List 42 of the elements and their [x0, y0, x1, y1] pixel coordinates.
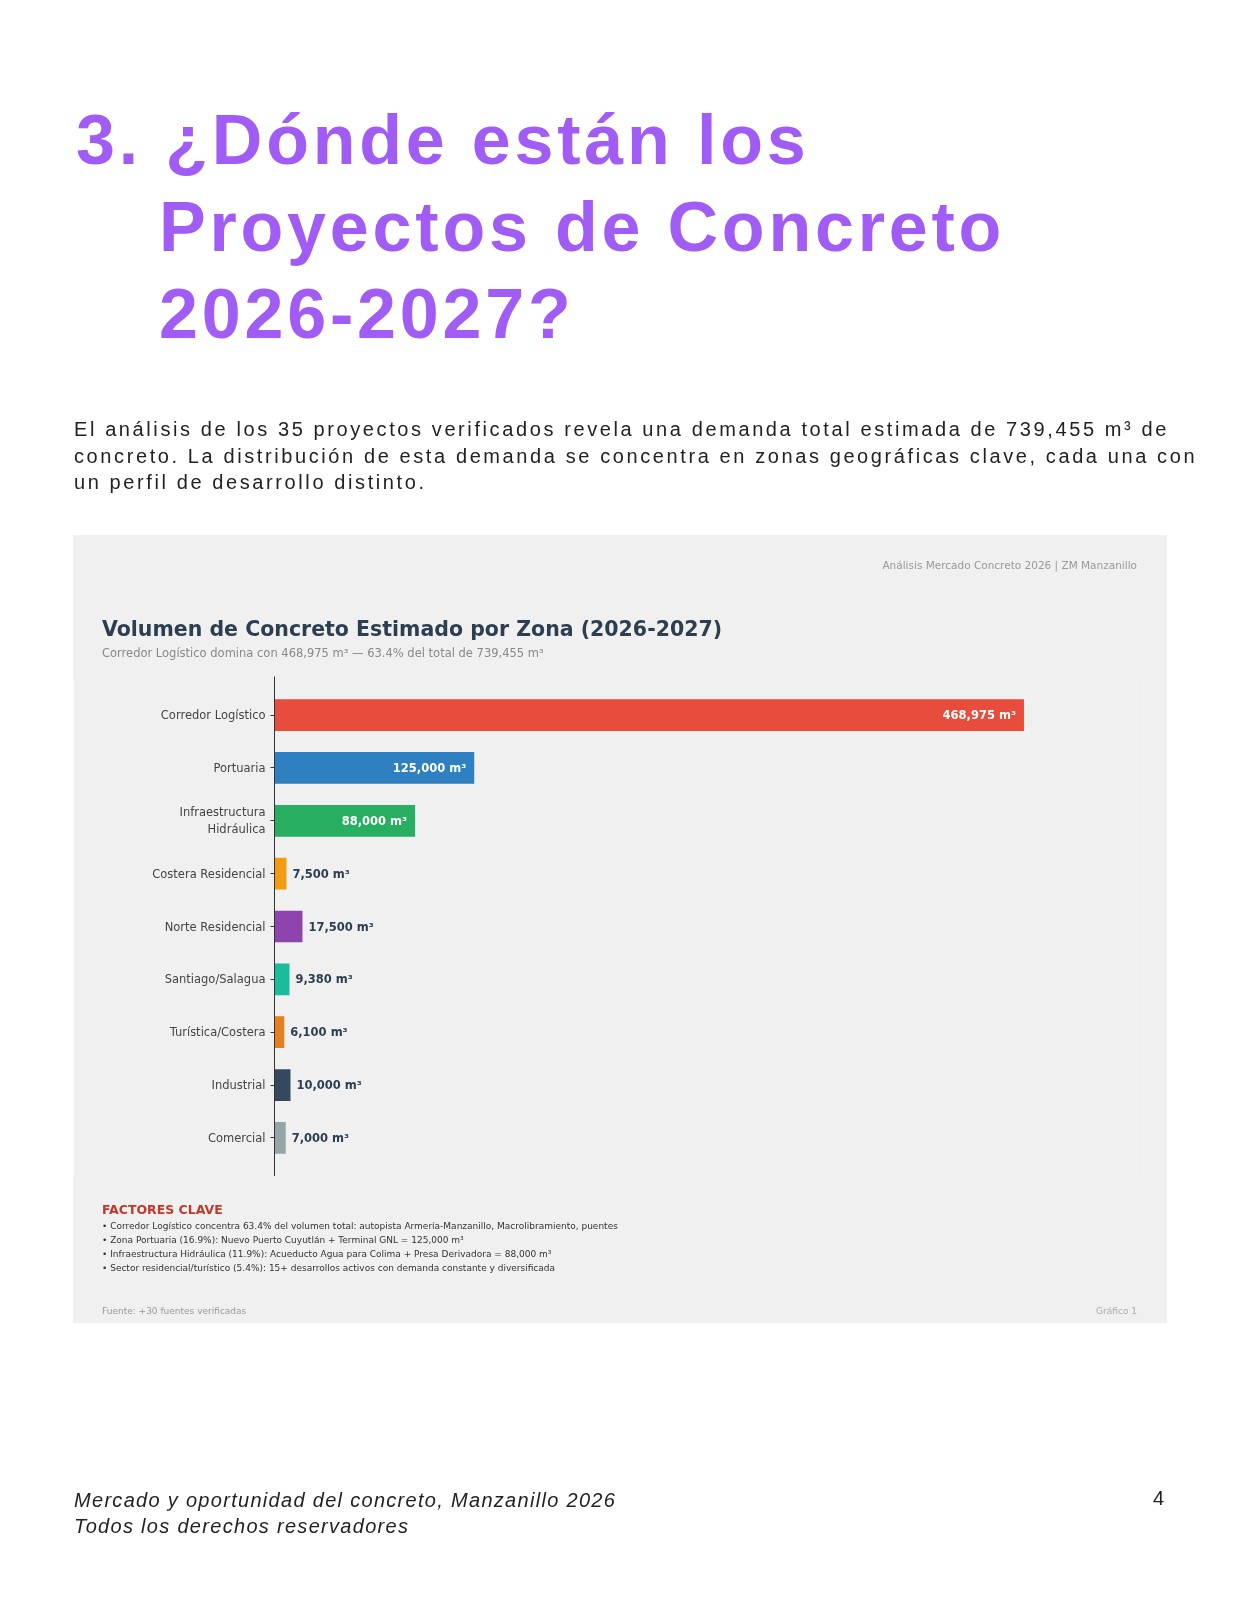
data-label: 88,000 m³ — [341, 813, 408, 828]
text: Gráfico 1 — [1096, 1305, 1137, 1317]
source-note: Fuente: +30 fuentes verificadas — [102, 1305, 247, 1317]
y-tick-label: Comercial — [207, 1130, 266, 1145]
y-tick-label: Santiago/Salagua — [164, 972, 266, 987]
text: • Zona Portuaria (16.9%): Nuevo Puerto Cuyutlán + Terminal GNL = 125,000 m³ — [102, 1234, 464, 1246]
y-tick-label: Norte Residencial — [164, 919, 266, 934]
data-label: 125,000 m³ — [392, 760, 467, 775]
y-tick-label: Corredor Logístico — [160, 708, 266, 723]
data-label: 17,500 m³ — [308, 919, 374, 934]
bar — [274, 752, 475, 784]
bar — [274, 1016, 285, 1049]
text: • Corredor Logístico concentra 63.4% del volumen total: autopista Armería-Manzanillo, Macrolibramiento, puentes — [102, 1220, 618, 1232]
data-label: 7,000 m³ — [291, 1130, 350, 1145]
y-tick-label: Turística/Costera — [168, 1025, 266, 1040]
data-label: 9,380 m³ — [295, 972, 353, 987]
text: FACTORES CLAVE — [102, 1201, 223, 1217]
bar — [274, 1069, 291, 1101]
bar — [274, 963, 290, 996]
y-tick-label: Infraestructura Hidráulica — [179, 805, 266, 837]
text: El análisis de los 35 proyectos verificados revela una demanda total estimada de 739,455 m³ de concreto. La distribución de esta demanda se concentra en zonas geográficas clave, cada una con un perfil de desarrollo distinto. — [74, 417, 1198, 494]
data-label: 10,000 m³ — [296, 1078, 362, 1093]
chart-title: Volumen de Concreto Estimado por Zona (2026-2027) — [102, 616, 723, 642]
y-tick-label: Industrial — [211, 1078, 266, 1093]
bar — [274, 857, 287, 890]
text: Mercado y oportunidad del concreto, Manzanillo 2026 — [74, 1488, 617, 1512]
y-tick-label: Portuaria — [213, 760, 266, 775]
bar — [274, 910, 303, 943]
y-tick-label: Costera Residencial — [152, 866, 266, 881]
bar — [274, 699, 1024, 731]
chart-subtitle: Corredor Logístico domina con 468,975 m³ — 63.4% del total de 739,455 m³ — [102, 646, 544, 661]
text: • Infraestructura Hidráulica (11.9%): Acueducto Agua para Colima + Presa Derivadora = 88,000 m³ — [102, 1248, 552, 1260]
bar — [274, 1122, 286, 1154]
text: Todos los derechos reservadores — [74, 1514, 410, 1538]
text: Análisis Mercado Concreto 2026 | ZM Manzanillo — [882, 558, 1137, 572]
data-label: 468,975 m³ — [942, 708, 1016, 723]
text: 4 — [1153, 1486, 1165, 1510]
data-label: 7,500 m³ — [292, 866, 350, 881]
data-label: 6,100 m³ — [290, 1025, 348, 1040]
bar — [274, 804, 416, 837]
text: 3. ¿Dónde están los Proyectos de Concreto 2026-2027? — [76, 100, 1006, 355]
text: • Sector residencial/turístico (5.4%): 15+ desarrollos activos con demanda constante y diversificada — [102, 1262, 556, 1274]
